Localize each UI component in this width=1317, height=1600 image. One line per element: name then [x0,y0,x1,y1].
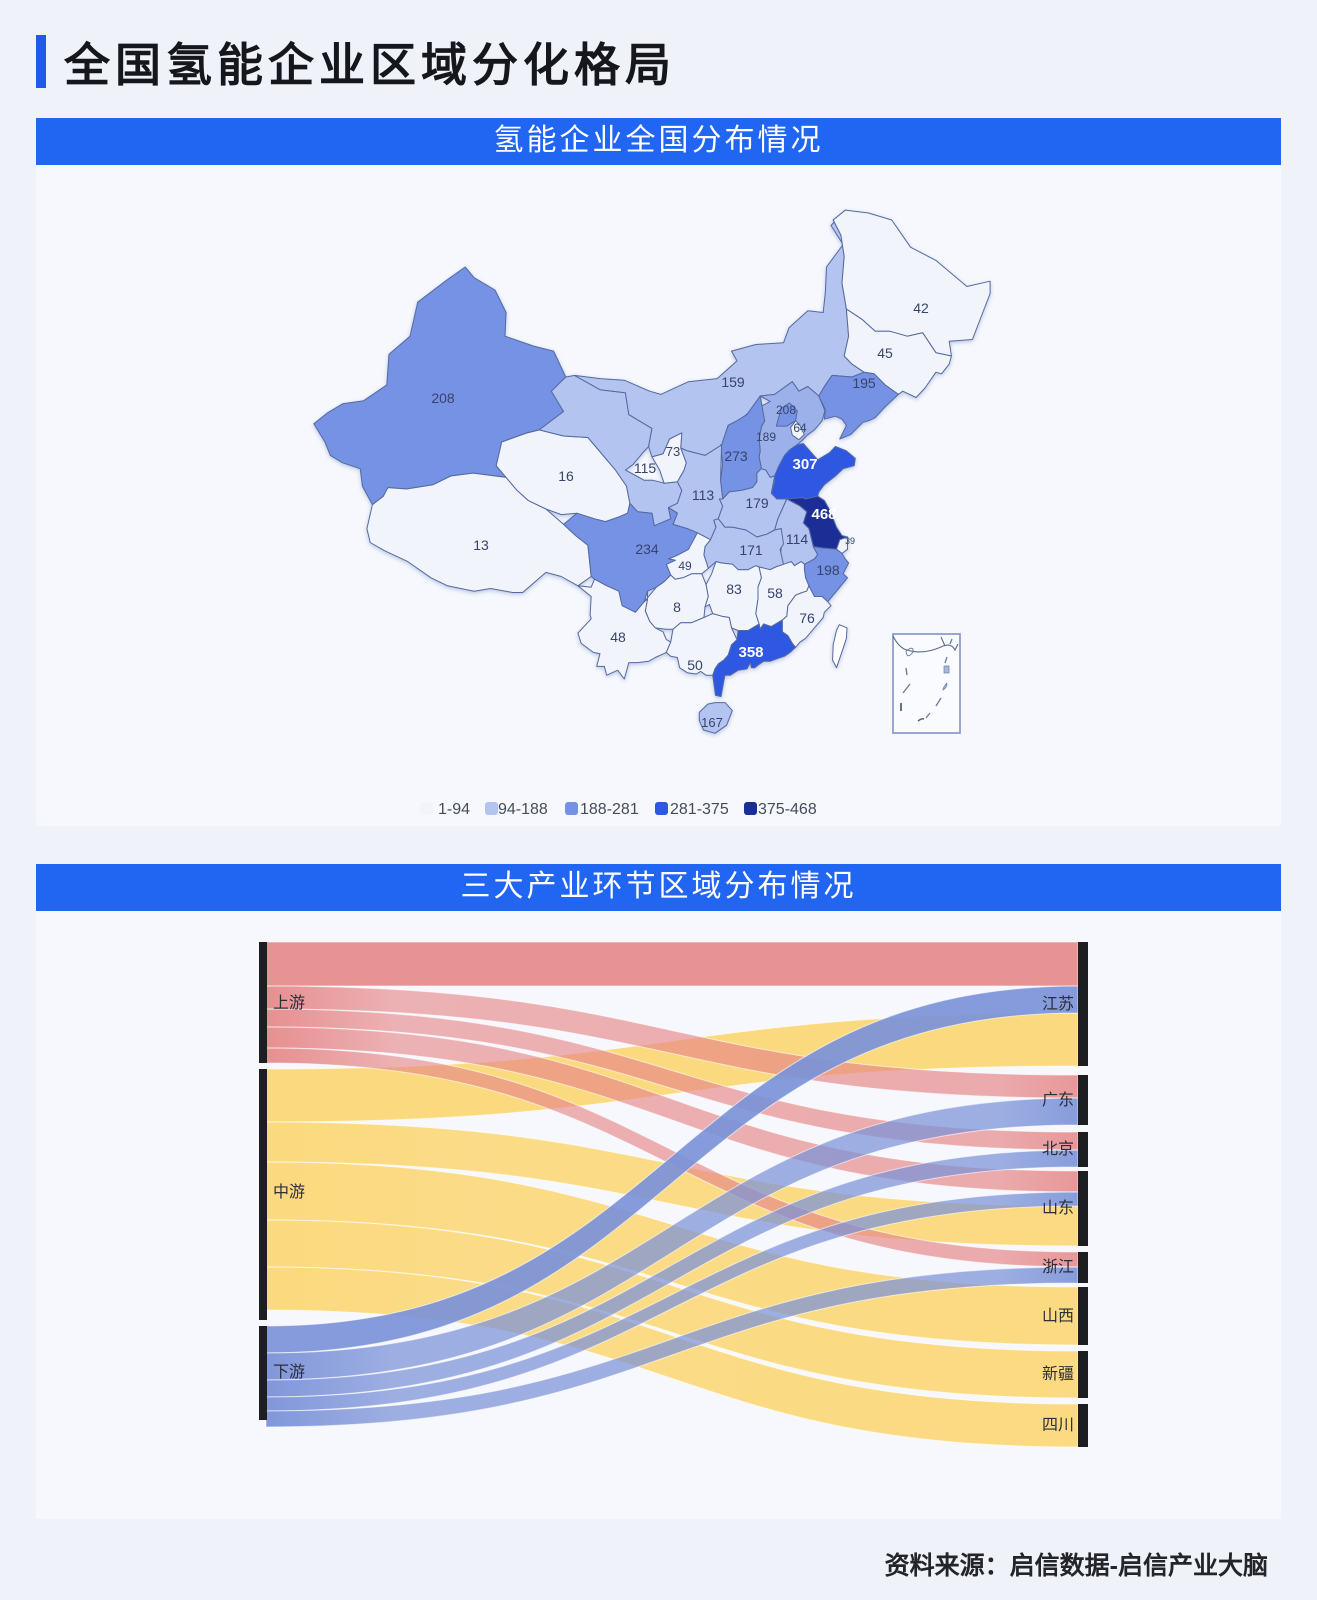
svg-text:四川: 四川 [1042,1417,1074,1434]
svg-text:50: 50 [687,657,703,673]
svg-text:山东: 山东 [1042,1199,1074,1217]
svg-text:171: 171 [739,542,763,558]
svg-text:江苏: 江苏 [1042,995,1074,1013]
svg-text:167: 167 [701,715,723,730]
svg-text:113: 113 [692,487,715,503]
svg-text:58: 58 [767,585,783,601]
svg-text:新疆: 新疆 [1042,1365,1074,1383]
svg-text:39: 39 [845,536,855,546]
svg-text:49: 49 [678,559,692,573]
svg-text:北京: 北京 [1042,1140,1074,1158]
svg-text:上游: 上游 [273,994,305,1012]
svg-text:468: 468 [811,506,836,523]
svg-text:浙江: 浙江 [1042,1258,1074,1276]
svg-text:42: 42 [913,300,929,316]
svg-text:273: 273 [724,448,748,464]
svg-text:83: 83 [726,581,742,597]
svg-text:115: 115 [634,460,657,476]
svg-text:195: 195 [852,375,876,391]
svg-text:48: 48 [610,629,626,645]
svg-text:13: 13 [473,537,489,553]
svg-text:234: 234 [635,541,659,557]
svg-text:64: 64 [793,421,807,435]
svg-text:45: 45 [877,345,893,361]
svg-text:307: 307 [792,456,817,473]
svg-text:358: 358 [738,644,763,661]
svg-text:189: 189 [756,430,776,444]
svg-text:188-281: 188-281 [580,801,639,818]
svg-text:76: 76 [799,610,815,626]
svg-text:208: 208 [776,403,796,417]
svg-text:179: 179 [745,495,769,511]
svg-text:1-94: 1-94 [438,801,470,818]
svg-text:广东: 广东 [1042,1091,1074,1109]
svg-text:281-375: 281-375 [670,801,729,818]
svg-text:94-188: 94-188 [498,801,548,818]
svg-text:73: 73 [666,444,680,459]
svg-text:208: 208 [431,390,455,406]
svg-text:8: 8 [673,599,681,615]
svg-text:中游: 中游 [273,1183,305,1201]
svg-text:159: 159 [721,374,745,390]
svg-text:114: 114 [786,531,809,547]
svg-text:下游: 下游 [273,1363,305,1381]
svg-text:16: 16 [558,468,574,484]
svg-text:山西: 山西 [1042,1307,1074,1325]
svg-text:198: 198 [816,562,840,578]
svg-text:375-468: 375-468 [758,801,817,818]
